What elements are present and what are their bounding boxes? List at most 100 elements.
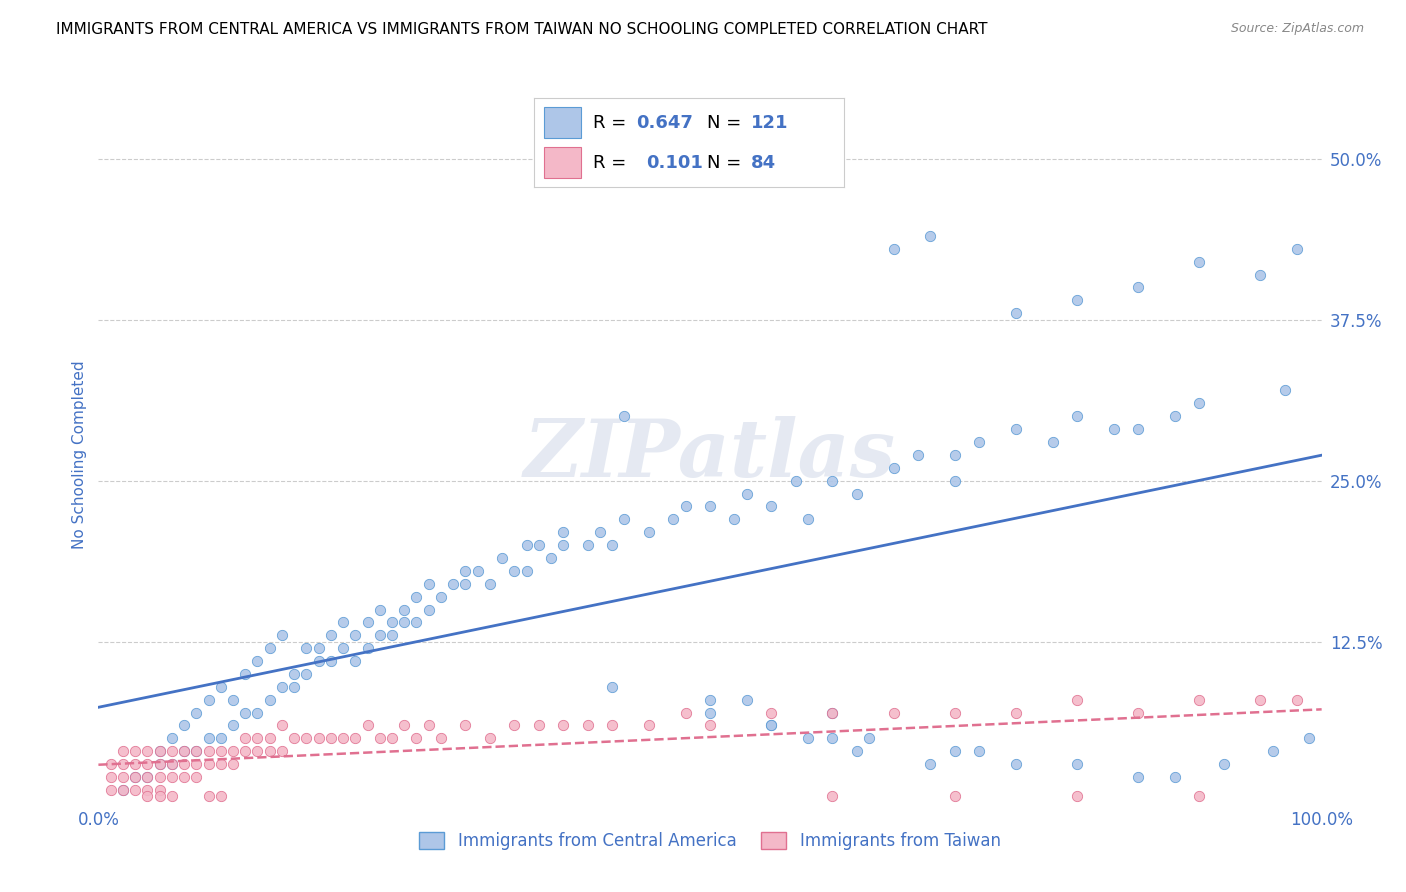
Point xyxy=(600,538,623,552)
Point xyxy=(821,706,844,720)
Point xyxy=(160,757,183,772)
Point xyxy=(149,744,172,758)
Point xyxy=(173,718,195,732)
Point xyxy=(344,654,367,668)
Point xyxy=(100,757,122,772)
Point xyxy=(233,706,256,720)
Point xyxy=(553,525,575,540)
Point xyxy=(845,486,868,500)
Point xyxy=(821,789,844,804)
Point xyxy=(675,500,697,514)
Point xyxy=(553,538,575,552)
Point xyxy=(222,757,245,772)
Point xyxy=(149,770,172,784)
Point xyxy=(1066,409,1088,424)
Point xyxy=(356,718,378,732)
Point xyxy=(761,718,783,732)
Point xyxy=(405,615,427,630)
Point xyxy=(149,744,172,758)
Point xyxy=(454,576,477,591)
Point xyxy=(308,731,330,746)
Text: R =: R = xyxy=(593,154,638,172)
Point xyxy=(553,718,575,732)
Point xyxy=(233,667,256,681)
Point xyxy=(259,692,281,706)
Point xyxy=(589,525,612,540)
Point xyxy=(308,641,330,656)
Point xyxy=(1298,731,1320,746)
Point xyxy=(1004,757,1026,772)
Point xyxy=(332,641,354,656)
Point xyxy=(246,706,269,720)
Point xyxy=(222,692,245,706)
Point xyxy=(491,551,513,566)
Point xyxy=(503,564,526,578)
Point xyxy=(478,576,501,591)
Point xyxy=(111,783,134,797)
Point xyxy=(576,718,599,732)
Point xyxy=(124,770,146,784)
Point xyxy=(1128,280,1150,294)
Point xyxy=(638,525,661,540)
Point xyxy=(209,731,232,746)
Point xyxy=(356,615,378,630)
Point xyxy=(454,564,477,578)
Point xyxy=(160,757,183,772)
Point xyxy=(332,731,354,746)
Point xyxy=(1066,757,1088,772)
Point xyxy=(503,718,526,732)
Point xyxy=(160,789,183,804)
Point xyxy=(136,783,159,797)
Point xyxy=(478,731,501,746)
Point xyxy=(600,718,623,732)
Point xyxy=(332,615,354,630)
Point xyxy=(246,731,269,746)
Point xyxy=(381,615,404,630)
Point xyxy=(111,757,134,772)
Point xyxy=(441,576,464,591)
Point xyxy=(295,641,318,656)
Text: 84: 84 xyxy=(751,154,776,172)
Point xyxy=(197,731,219,746)
Point xyxy=(1249,692,1271,706)
Point xyxy=(197,744,219,758)
Point xyxy=(392,718,416,732)
Point xyxy=(943,448,966,462)
Point xyxy=(136,744,159,758)
Point xyxy=(967,435,990,450)
Point xyxy=(1066,692,1088,706)
Point xyxy=(405,590,427,604)
Point xyxy=(1004,422,1026,436)
Point xyxy=(368,731,391,746)
Point xyxy=(675,706,697,720)
Bar xyxy=(544,107,581,138)
Point xyxy=(967,744,990,758)
Point xyxy=(186,770,208,784)
Point xyxy=(699,706,721,720)
Point xyxy=(111,744,134,758)
Point xyxy=(124,770,146,784)
Point xyxy=(136,789,159,804)
Point xyxy=(1261,744,1284,758)
Point xyxy=(270,744,294,758)
Point xyxy=(527,718,550,732)
Point xyxy=(761,718,783,732)
Point xyxy=(319,654,342,668)
Point xyxy=(576,538,599,552)
Point xyxy=(270,718,294,732)
Point xyxy=(209,789,232,804)
Point xyxy=(136,757,159,772)
Point xyxy=(246,654,269,668)
Text: 0.647: 0.647 xyxy=(637,114,693,132)
Point xyxy=(233,731,256,746)
Point xyxy=(1286,692,1309,706)
Point xyxy=(883,460,905,475)
Point xyxy=(344,628,367,642)
Point xyxy=(920,228,942,243)
Point xyxy=(149,789,172,804)
Text: N =: N = xyxy=(707,154,748,172)
Point xyxy=(735,692,758,706)
Point xyxy=(405,731,427,746)
Point xyxy=(392,615,416,630)
Point xyxy=(943,789,966,804)
